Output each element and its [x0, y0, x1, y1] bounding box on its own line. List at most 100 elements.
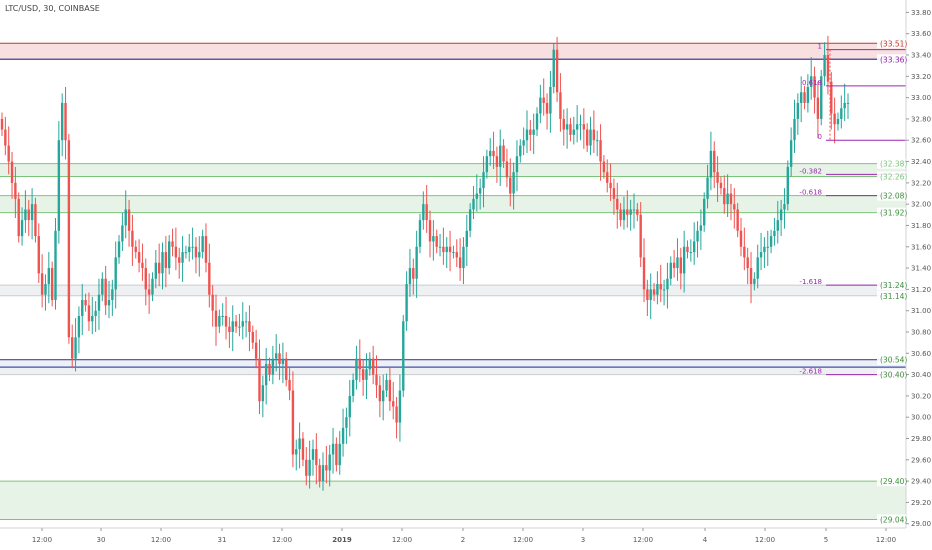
- candle-body: [719, 182, 723, 189]
- candle-body: [779, 209, 783, 221]
- fib-label-3: -0.382: [799, 167, 822, 175]
- candle-body: [512, 172, 515, 194]
- candle-body: [278, 353, 281, 364]
- candle-body: [188, 246, 191, 253]
- candle-body: [840, 108, 843, 119]
- candle-body: [111, 289, 114, 301]
- x-tick-label: 12:00: [755, 536, 775, 544]
- candle-body: [489, 150, 492, 157]
- candle-body: [769, 236, 773, 247]
- candle-body: [388, 379, 392, 402]
- candle-body: [325, 465, 328, 471]
- candle-body: [311, 449, 315, 460]
- candle-body: [662, 289, 666, 291]
- candle-body: [529, 129, 532, 135]
- candle-body: [345, 417, 348, 428]
- candle-body: [228, 326, 231, 332]
- candle-body: [689, 252, 693, 254]
- candle-body: [181, 252, 184, 263]
- candle-body: [164, 252, 168, 269]
- candle-body: [555, 49, 559, 93]
- y-tick-label: 33.20: [911, 73, 931, 81]
- candle-body: [763, 246, 766, 253]
- candle-body: [328, 454, 331, 471]
- candle-body: [365, 369, 368, 380]
- candle-body: [268, 363, 271, 375]
- candle-body: [14, 182, 17, 199]
- candle-body: [221, 316, 224, 318]
- candle-body: [144, 268, 147, 290]
- candle-body: [67, 140, 71, 338]
- candle-body: [575, 124, 579, 130]
- y-tick-label: 31.00: [911, 307, 931, 315]
- candle-body: [652, 289, 656, 295]
- candle-body: [672, 262, 676, 269]
- candle-body: [535, 113, 539, 130]
- x-tick-label: 2: [461, 536, 465, 544]
- candle-body: [830, 81, 833, 114]
- candle-body: [746, 257, 749, 269]
- candle-body: [341, 427, 345, 444]
- candle-body: [823, 55, 826, 77]
- y-tick-label: 33.40: [911, 52, 931, 60]
- candle-body: [522, 140, 525, 146]
- y-tick-label: 31.80: [911, 222, 931, 230]
- candle-body: [214, 310, 218, 327]
- candle-body: [713, 150, 716, 173]
- candle-body: [569, 124, 572, 135]
- candle-body: [669, 262, 672, 279]
- level-label-6: (31.24): [880, 281, 907, 290]
- level-label-bg: [877, 207, 906, 218]
- level-label-4: (32.08): [880, 192, 907, 201]
- candle-body: [127, 209, 131, 231]
- candle-body: [826, 55, 830, 82]
- candle-body: [248, 321, 251, 332]
- candle-body: [368, 358, 372, 370]
- candle-body: [348, 395, 351, 418]
- candle-body: [64, 102, 67, 141]
- candle-body: [298, 438, 301, 450]
- candle-body: [57, 140, 61, 231]
- candle-body: [462, 246, 465, 269]
- level-label-bg: [877, 171, 906, 182]
- candle-body: [629, 209, 632, 215]
- candle-body: [813, 76, 816, 98]
- y-tick-label: 31.60: [911, 243, 931, 251]
- candle-body: [676, 257, 679, 269]
- candle-body: [194, 246, 198, 258]
- fib-label-1: 0.618: [802, 79, 822, 87]
- y-tick-label: 31.40: [911, 265, 931, 273]
- candle-body: [305, 459, 308, 476]
- x-tick-label: 12:00: [151, 536, 171, 544]
- candle-body: [402, 321, 405, 391]
- candle-body: [532, 129, 535, 135]
- zone-0: [0, 43, 906, 60]
- level-label-bg: [877, 158, 906, 169]
- candle-body: [204, 236, 208, 263]
- candle-body: [355, 358, 358, 380]
- candle-body: [696, 230, 699, 242]
- candle-body: [438, 246, 442, 248]
- x-tick-label: 5: [824, 536, 828, 544]
- x-tick-label: 12:00: [392, 536, 412, 544]
- candle-body: [759, 252, 763, 258]
- y-tick-label: 30.80: [911, 328, 931, 336]
- zone-1: [0, 163, 906, 177]
- candle-body: [642, 257, 646, 290]
- candle-body: [167, 241, 171, 269]
- candle-body: [258, 358, 261, 402]
- candle-body: [50, 268, 54, 301]
- candle-body: [395, 406, 398, 423]
- candle-body: [281, 358, 285, 364]
- candle-body: [699, 225, 703, 231]
- y-tick-label: 33.60: [911, 30, 931, 38]
- candle-body: [502, 145, 505, 162]
- y-tick-label: 32.00: [911, 201, 931, 209]
- candle-body: [442, 246, 445, 253]
- chart-title: LTC/USD, 30, COINBASE: [5, 4, 100, 13]
- candle-body: [415, 246, 418, 279]
- candle-body: [151, 278, 154, 295]
- candle-body: [679, 257, 683, 274]
- candle-body: [448, 246, 452, 253]
